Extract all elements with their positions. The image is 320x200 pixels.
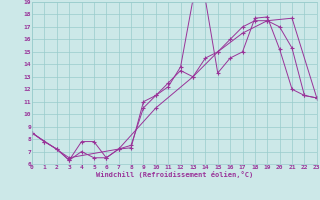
X-axis label: Windchill (Refroidissement éolien,°C): Windchill (Refroidissement éolien,°C) [96, 171, 253, 178]
